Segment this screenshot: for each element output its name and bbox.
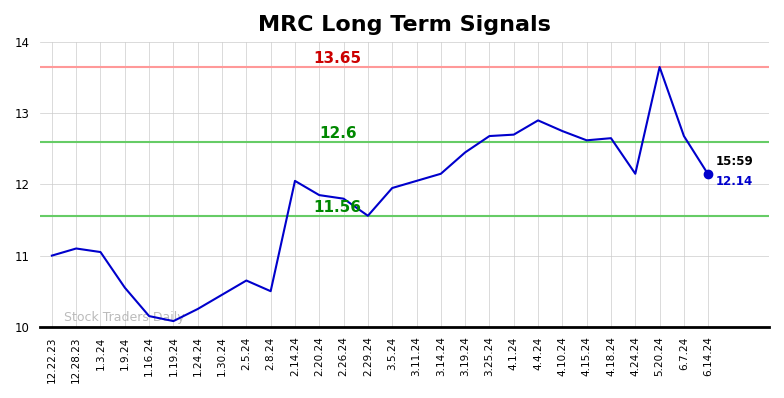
Text: 12.6: 12.6 bbox=[319, 126, 357, 141]
Text: 15:59: 15:59 bbox=[716, 155, 753, 168]
Text: 11.56: 11.56 bbox=[314, 200, 361, 215]
Text: Stock Traders Daily: Stock Traders Daily bbox=[64, 311, 185, 324]
Text: 12.14: 12.14 bbox=[716, 175, 753, 188]
Title: MRC Long Term Signals: MRC Long Term Signals bbox=[258, 15, 551, 35]
Text: 13.65: 13.65 bbox=[314, 51, 362, 66]
